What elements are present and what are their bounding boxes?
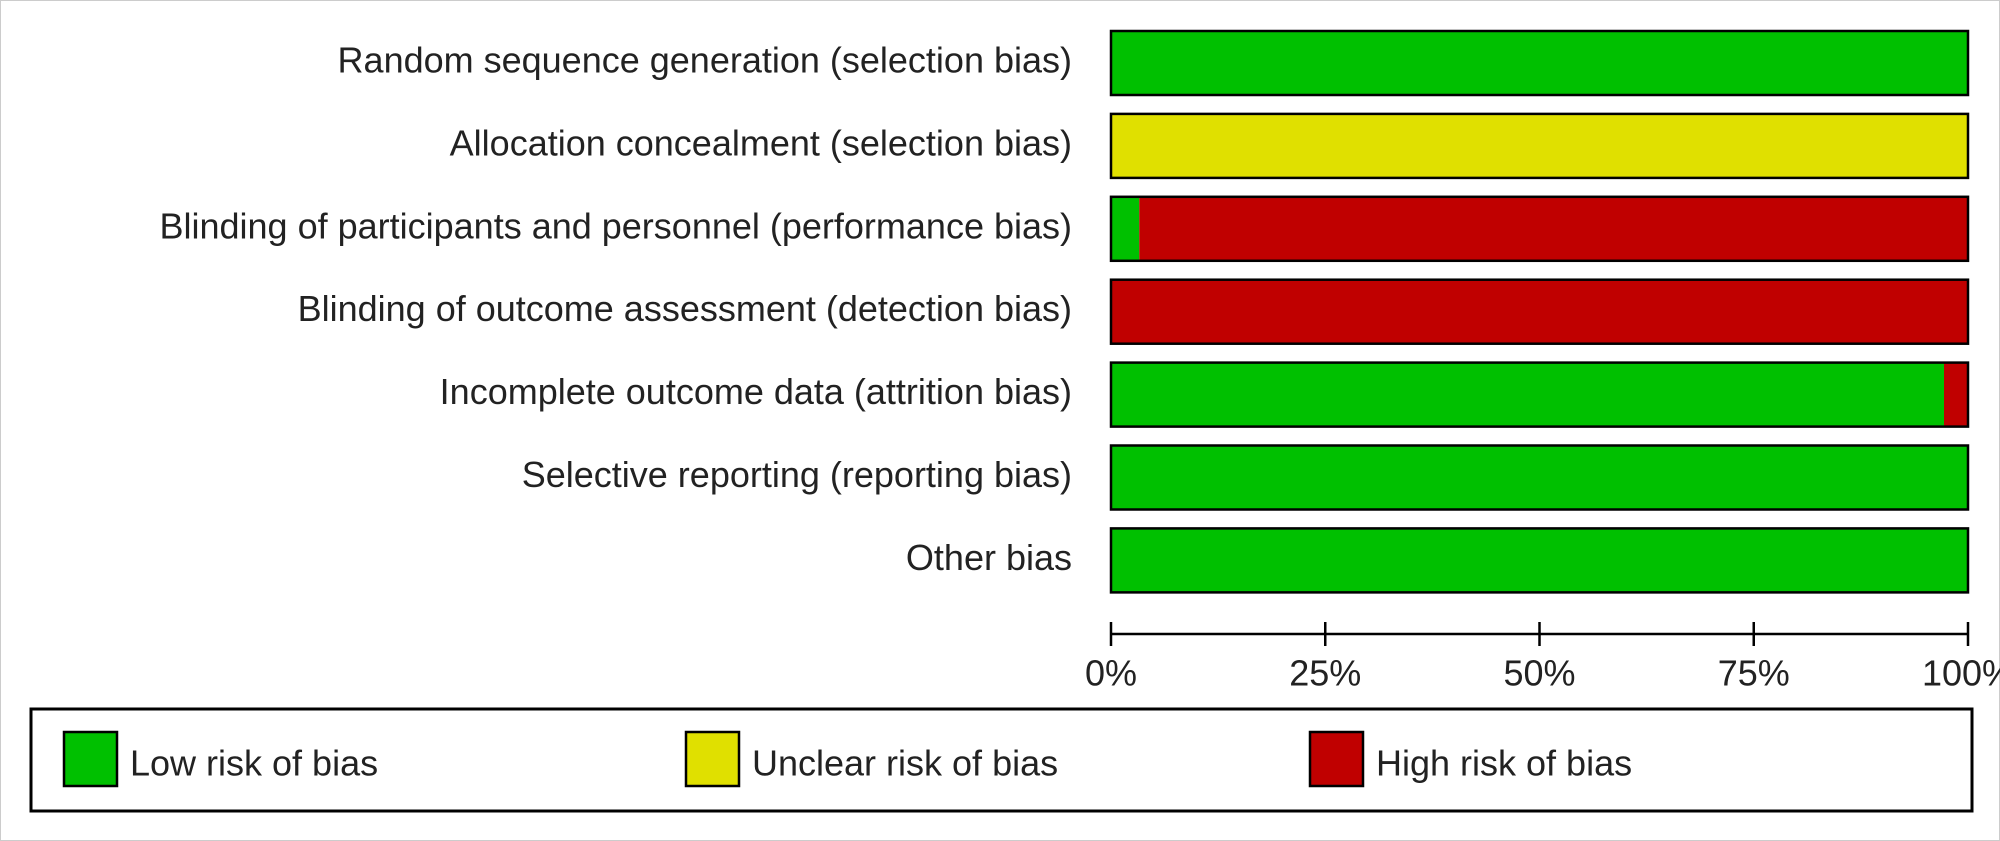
category-label: Blinding of outcome assessment (detectio… — [298, 288, 1072, 329]
category-label: Selective reporting (reporting bias) — [522, 454, 1072, 495]
bar-segment — [1139, 196, 1968, 261]
bar-outline — [1109, 278, 1970, 345]
bar-segment — [1111, 362, 1945, 427]
category-label: Incomplete outcome data (attrition bias) — [440, 371, 1072, 412]
bar-segment — [1111, 196, 1140, 261]
bar-outline — [1109, 361, 1970, 428]
bar-outline — [1109, 444, 1970, 511]
x-tick-label: 100% — [1922, 653, 2000, 694]
legend-box — [29, 707, 1974, 813]
category-label: Blinding of participants and personnel (… — [159, 205, 1072, 246]
x-tick-label: 50% — [1503, 653, 1575, 694]
bar-segment — [1111, 279, 1968, 344]
category-label: Other bias — [906, 537, 1072, 578]
bar-outline — [1109, 29, 1970, 97]
category-label: Random sequence generation (selection bi… — [338, 40, 1072, 81]
x-tick-label: 0% — [1085, 653, 1137, 694]
bar-segment — [1111, 31, 1968, 95]
bar-segment — [1111, 445, 1968, 510]
legend-label: High risk of bias — [1376, 743, 1632, 784]
bar-outline — [1109, 195, 1970, 263]
bar-segment — [1944, 362, 1968, 427]
legend-swatch — [684, 730, 741, 788]
legend-swatch — [62, 730, 119, 788]
x-tick-label: 75% — [1718, 653, 1790, 694]
legend-label: Low risk of bias — [130, 743, 378, 784]
bar-segment — [1111, 528, 1968, 593]
x-tick-label: 25% — [1289, 653, 1361, 694]
bar-outline — [1109, 527, 1970, 594]
bar-outline — [1109, 112, 1970, 180]
legend-label: Unclear risk of bias — [752, 743, 1058, 784]
bar-segment — [1111, 113, 1968, 178]
legend-swatch — [1308, 730, 1365, 788]
category-label: Allocation concealment (selection bias) — [450, 122, 1072, 163]
